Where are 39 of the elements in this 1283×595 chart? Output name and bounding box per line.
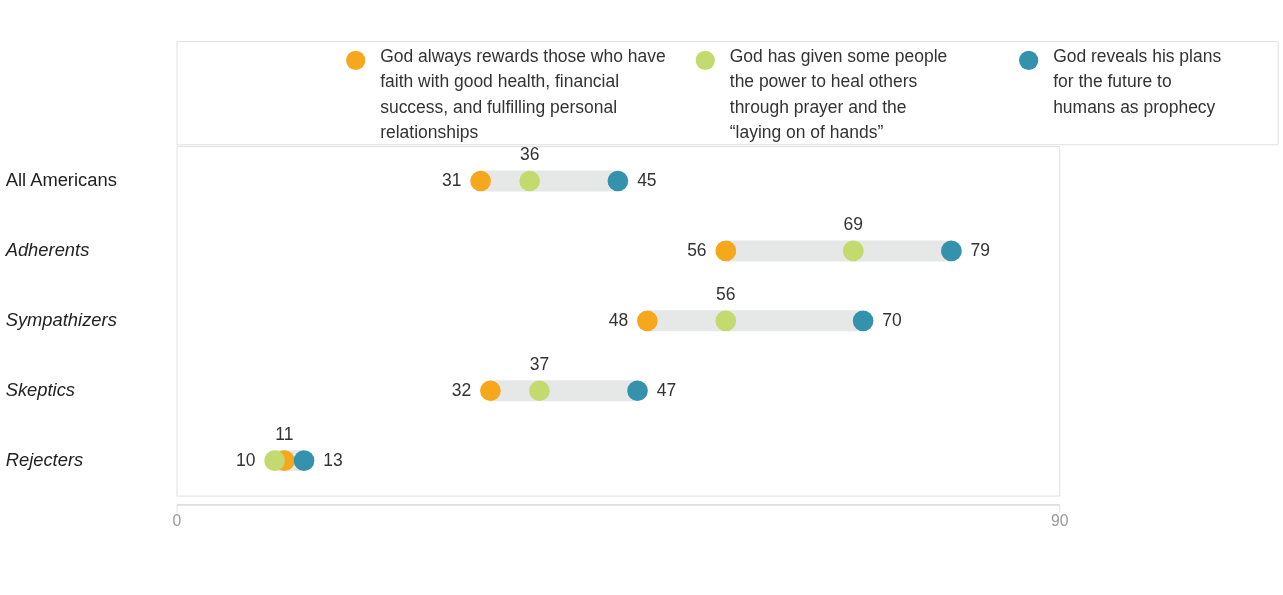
data-label: 11 bbox=[275, 423, 294, 444]
legend-label: God always rewards those who have faith with good health, financial success, and fulfilling personal relationships bbox=[380, 46, 666, 143]
point bbox=[470, 170, 491, 192]
data-label: 56 bbox=[687, 240, 707, 261]
data-label: 70 bbox=[882, 310, 903, 331]
point bbox=[852, 310, 874, 332]
data-label: 79 bbox=[970, 240, 991, 261]
data-label: 56 bbox=[716, 283, 736, 304]
data-label: 10 bbox=[235, 449, 256, 470]
point bbox=[293, 450, 315, 471]
legend-label: God reveals his plans for the future to humans as prophecy bbox=[1053, 46, 1222, 117]
point bbox=[715, 310, 737, 332]
data-label: 47 bbox=[656, 380, 677, 400]
point bbox=[636, 310, 658, 332]
x-tick-label: 0 bbox=[172, 511, 182, 529]
data-label: 36 bbox=[519, 144, 540, 165]
data-label: 45 bbox=[637, 170, 657, 191]
data-label: 31 bbox=[441, 170, 462, 191]
point bbox=[529, 380, 550, 402]
y-tick-label: Skeptics bbox=[5, 379, 76, 400]
y-tick-label: All Americans bbox=[5, 169, 117, 191]
point bbox=[480, 380, 501, 402]
y-tick-label: Sympathizers bbox=[5, 309, 117, 331]
x-tick-label: 90 bbox=[1050, 511, 1069, 529]
point bbox=[264, 450, 285, 471]
legend-label: God has given some people the power to heal others through prayer and the “laying on of hands” bbox=[729, 46, 948, 143]
point bbox=[715, 240, 737, 262]
point bbox=[941, 240, 962, 262]
y-tick-label: Rejecters bbox=[5, 448, 84, 470]
data-label: 69 bbox=[843, 213, 864, 234]
point bbox=[519, 170, 540, 192]
point bbox=[607, 170, 629, 192]
point bbox=[627, 380, 648, 402]
data-label: 37 bbox=[529, 353, 550, 374]
data-label: 13 bbox=[323, 449, 343, 470]
data-label: 32 bbox=[451, 380, 472, 400]
data-label: 48 bbox=[608, 310, 629, 331]
y-tick-label: Adherents bbox=[4, 239, 90, 261]
point bbox=[842, 240, 864, 262]
